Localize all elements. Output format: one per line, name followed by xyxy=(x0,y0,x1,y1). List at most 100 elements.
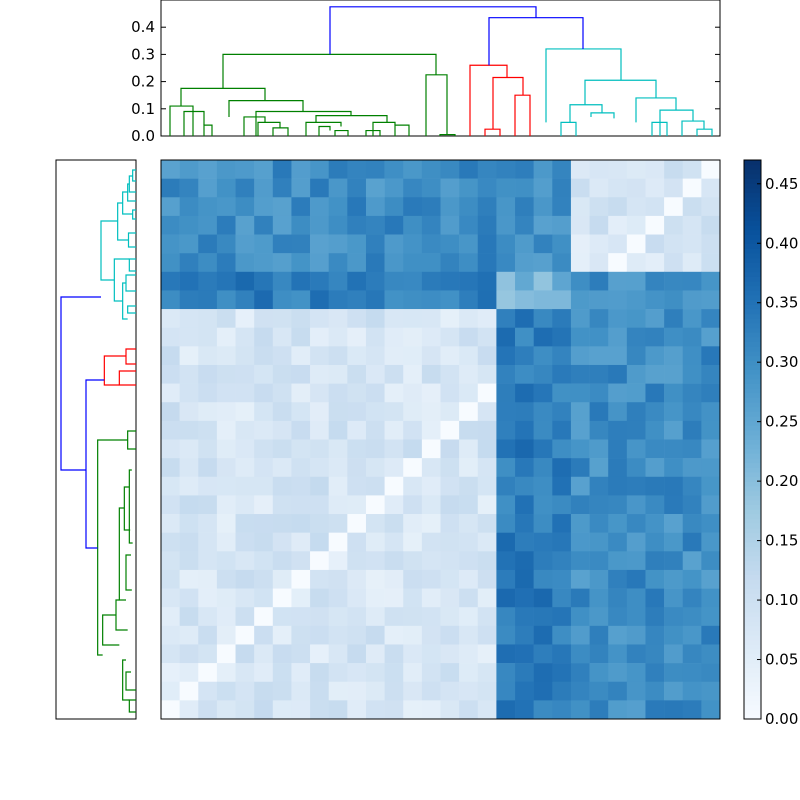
heatmap-cell xyxy=(291,458,311,478)
heatmap-cell xyxy=(403,346,423,366)
heatmap-cell xyxy=(198,569,218,589)
heatmap-cell xyxy=(161,420,180,440)
heatmap-cell xyxy=(589,532,609,552)
heatmap-cell xyxy=(310,309,329,328)
colorbar-segment xyxy=(744,262,761,268)
heatmap-cell xyxy=(664,625,684,645)
heatmap-cell xyxy=(291,625,311,645)
heatmap-cell xyxy=(179,253,199,273)
heatmap-cell xyxy=(515,532,534,552)
heatmap-cell xyxy=(254,346,274,366)
heatmap-cell xyxy=(552,569,572,589)
heatmap-cell xyxy=(459,290,479,310)
heatmap-cell xyxy=(421,402,441,422)
heatmap-cell xyxy=(477,346,497,366)
heatmap-cell xyxy=(459,569,479,589)
heatmap-cell xyxy=(161,197,180,217)
colorbar-segment xyxy=(744,546,761,552)
colorbar-segment xyxy=(744,215,761,221)
heatmap-cell xyxy=(384,383,404,403)
dendrogram-link xyxy=(128,469,133,544)
heatmap-cell xyxy=(347,588,367,608)
heatmap-cell xyxy=(328,476,348,496)
heatmap-cell xyxy=(440,160,460,179)
heatmap-cell xyxy=(570,458,590,478)
heatmap-cell xyxy=(272,290,292,310)
dendrogram-link xyxy=(584,79,657,105)
dendrogram-link xyxy=(484,128,501,136)
heatmap-cell xyxy=(459,663,479,683)
heatmap-cell xyxy=(682,160,702,179)
colorbar-segment xyxy=(744,458,761,464)
heatmap-cell xyxy=(235,644,255,664)
colorbar-segment xyxy=(744,364,761,371)
heatmap-cell xyxy=(589,234,609,254)
heatmap-cell xyxy=(179,551,199,571)
heatmap-cell xyxy=(403,663,423,683)
heatmap-cell xyxy=(664,178,684,198)
heatmap-cell xyxy=(421,495,441,515)
heatmap-cell xyxy=(216,607,236,627)
colorbar-tick-label: 0.10 xyxy=(765,591,798,609)
heatmap-cell xyxy=(291,495,311,515)
heatmap-cell xyxy=(626,476,646,496)
heatmap-cell xyxy=(608,551,628,571)
dendrogram-link xyxy=(122,282,128,320)
heatmap-cell xyxy=(235,271,255,291)
dendrogram-link xyxy=(127,183,136,202)
heatmap-cell xyxy=(645,420,665,440)
heatmap-cell xyxy=(515,327,534,347)
heatmap-cell xyxy=(161,476,180,496)
heatmap-cell xyxy=(440,402,460,422)
heatmap-cell xyxy=(161,178,180,198)
heatmap-cell xyxy=(310,681,329,701)
heatmap-cell xyxy=(291,681,311,701)
heatmap-cell xyxy=(365,439,385,459)
heatmap-cell xyxy=(608,476,628,496)
heatmap-cell xyxy=(515,625,534,645)
heatmap-cell xyxy=(608,383,628,403)
heatmap-cell xyxy=(477,551,497,571)
heatmap-cell xyxy=(515,234,534,254)
heatmap-cell xyxy=(701,551,721,571)
heatmap-cell xyxy=(626,551,646,571)
dendrogram-link xyxy=(132,169,136,182)
heatmap-cell xyxy=(347,160,367,179)
heatmap-cell xyxy=(589,644,609,664)
heatmap-cell xyxy=(161,458,180,478)
heatmap-cell xyxy=(365,271,385,291)
heatmap-cell xyxy=(477,439,497,459)
colorbar-segment xyxy=(744,588,761,594)
heatmap-cell xyxy=(440,700,460,720)
heatmap-cell xyxy=(254,383,274,403)
heatmap-cell xyxy=(459,197,479,217)
colorbar-segment xyxy=(744,285,761,291)
colorbar-segment xyxy=(744,318,761,324)
heatmap-cell xyxy=(347,253,367,273)
heatmap-cell xyxy=(272,663,292,683)
heatmap-cell xyxy=(626,402,646,422)
dendrogram-link xyxy=(125,554,132,591)
heatmap-cell xyxy=(403,160,423,179)
heatmap-cell xyxy=(682,588,702,608)
colorbar-segment xyxy=(744,709,761,715)
dendrogram-link xyxy=(439,134,456,136)
heatmap-cell xyxy=(533,514,553,533)
heatmap-cell xyxy=(533,290,553,310)
heatmap-cell xyxy=(328,514,348,533)
heatmap-cell xyxy=(198,346,218,366)
heatmap-cell xyxy=(440,458,460,478)
heatmap-cell xyxy=(626,607,646,627)
heatmap-cell xyxy=(440,532,460,552)
heatmap-cell xyxy=(515,253,534,273)
heatmap-cell xyxy=(459,364,479,384)
heatmap-cell xyxy=(608,420,628,440)
dendrogram-link xyxy=(169,105,194,136)
dendrogram-link xyxy=(272,127,289,136)
heatmap-cell xyxy=(328,532,348,552)
heatmap-cell xyxy=(440,588,460,608)
heatmap-cell xyxy=(328,420,348,440)
heatmap-cell xyxy=(216,625,236,645)
heatmap-cell xyxy=(682,551,702,571)
heatmap-cell xyxy=(198,476,218,496)
